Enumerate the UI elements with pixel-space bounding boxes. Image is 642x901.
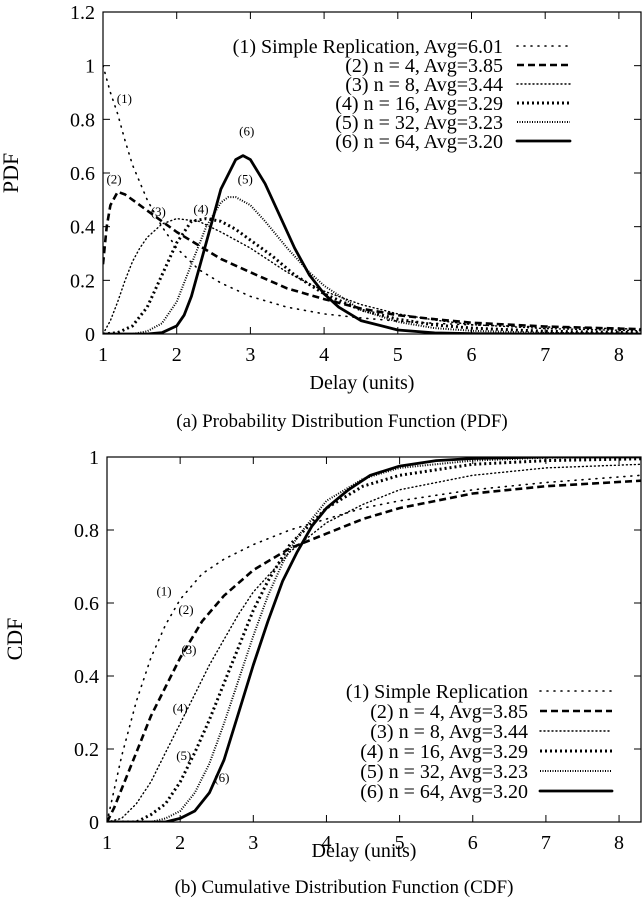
y-tick-label: 0.6 bbox=[70, 163, 95, 185]
series-line-3 bbox=[107, 463, 641, 822]
y-tick-label: 0 bbox=[89, 812, 99, 834]
x-tick-label: 4 bbox=[319, 344, 329, 366]
series-line-4 bbox=[103, 217, 641, 334]
series-curve-label-5: (5) bbox=[238, 172, 253, 187]
plot-frame bbox=[106, 456, 642, 823]
x-tick-label: 8 bbox=[614, 832, 624, 854]
series-curve-label-4: (4) bbox=[173, 701, 188, 716]
series-curve-label-1: (1) bbox=[156, 584, 171, 599]
series-line-1 bbox=[107, 474, 641, 822]
x-tick-label: 6 bbox=[466, 344, 476, 366]
legend-entry-4: (4) n = 16, Avg=3.29 bbox=[335, 93, 503, 115]
series-line-5 bbox=[107, 457, 641, 822]
x-axis-label: Delay (units) bbox=[310, 372, 415, 394]
x-tick-label: 2 bbox=[175, 832, 185, 854]
y-axis-label: PDF bbox=[0, 153, 23, 193]
series-curve-label-3: (3) bbox=[181, 642, 196, 657]
legend-entry-5: (5) n = 32, Avg=3.23 bbox=[335, 112, 503, 134]
chart-panel-pdf: 0 0.2 0.4 0.6 0.8 1 1.2 1 2 3 4 5 6 7 8 Delay (units) PD… bbox=[0, 2, 642, 432]
series-line-1 bbox=[103, 64, 641, 330]
legend: (1) Simple Replication, Avg=6.01(2) n = … bbox=[233, 36, 572, 153]
series-line-6 bbox=[107, 457, 641, 822]
legend-entry-6: (6) n = 64, Avg=3.20 bbox=[335, 131, 503, 153]
legend-entry-3: (3) n = 8, Avg=3.44 bbox=[370, 721, 528, 743]
y-tick-label: 0.4 bbox=[70, 217, 95, 239]
series-curve-label-4: (4) bbox=[193, 201, 208, 216]
y-tick-label: 1 bbox=[85, 56, 95, 78]
y-tick-label: 0.8 bbox=[70, 109, 95, 131]
series-curve-label-2: (2) bbox=[178, 602, 193, 617]
x-tick-label: 3 bbox=[248, 832, 258, 854]
chart-panel-cdf: 0 0.2 0.4 0.6 0.8 1 1 2 3 4 5 6 7 8 Delay (units) CDF (b… bbox=[2, 447, 642, 898]
series-curve-label-5: (5) bbox=[176, 748, 191, 763]
series-curve-label-6: (6) bbox=[239, 123, 254, 138]
y-tick-label: 0.6 bbox=[74, 593, 99, 615]
y-tick-label: 1 bbox=[89, 447, 99, 469]
legend-entry-3: (3) n = 8, Avg=3.44 bbox=[345, 74, 503, 96]
legend-entry-6: (6) n = 64, Avg=3.20 bbox=[360, 781, 528, 803]
figure-caption: (a) Probability Distribution Function (P… bbox=[176, 411, 507, 432]
series-curve-label-1: (1) bbox=[117, 91, 132, 106]
y-tick-label: 0.4 bbox=[74, 666, 99, 688]
y-axis-label: CDF bbox=[2, 618, 27, 661]
y-tick-label: 0.2 bbox=[70, 270, 95, 292]
legend-entry-2: (2) n = 4, Avg=3.85 bbox=[370, 701, 528, 723]
y-tick-label: 0.8 bbox=[74, 520, 99, 542]
series-curve-label-3: (3) bbox=[151, 204, 166, 219]
series-curve-label-6: (6) bbox=[214, 770, 229, 785]
series-curve-label-2: (2) bbox=[106, 172, 121, 187]
legend-entry-1: (1) Simple Replication, Avg=6.01 bbox=[233, 36, 503, 58]
x-tick-label: 7 bbox=[540, 344, 550, 366]
series-line-2 bbox=[103, 190, 641, 331]
x-tick-label: 7 bbox=[541, 832, 551, 854]
legend-entry-4: (4) n = 16, Avg=3.29 bbox=[360, 741, 528, 763]
series-line-6 bbox=[103, 154, 641, 334]
x-axis-label: Delay (units) bbox=[312, 840, 417, 862]
x-tick-label: 4 bbox=[321, 832, 331, 854]
y-tick-label: 1.2 bbox=[70, 2, 95, 24]
x-tick-label: 8 bbox=[614, 344, 624, 366]
series-line-4 bbox=[107, 457, 641, 822]
legend-entry-2: (2) n = 4, Avg=3.85 bbox=[345, 55, 503, 77]
figure-caption: (b) Cumulative Distribution Function (CD… bbox=[175, 877, 514, 898]
x-tick-label: 5 bbox=[393, 344, 403, 366]
legend-entry-1: (1) Simple Replication bbox=[346, 681, 528, 703]
legend-entry-5: (5) n = 32, Avg=3.23 bbox=[360, 761, 528, 783]
x-tick-label: 1 bbox=[102, 832, 112, 854]
x-tick-label: 6 bbox=[468, 832, 478, 854]
y-tick-label: 0.2 bbox=[74, 739, 99, 761]
x-tick-label: 3 bbox=[245, 344, 255, 366]
series-line-2 bbox=[107, 479, 641, 822]
x-tick-label: 1 bbox=[98, 344, 108, 366]
y-tick-label: 0 bbox=[85, 324, 95, 346]
x-tick-label: 5 bbox=[395, 832, 405, 854]
x-tick-label: 2 bbox=[172, 344, 182, 366]
legend: (1) Simple Replication(2) n = 4, Avg=3.8… bbox=[346, 681, 614, 803]
